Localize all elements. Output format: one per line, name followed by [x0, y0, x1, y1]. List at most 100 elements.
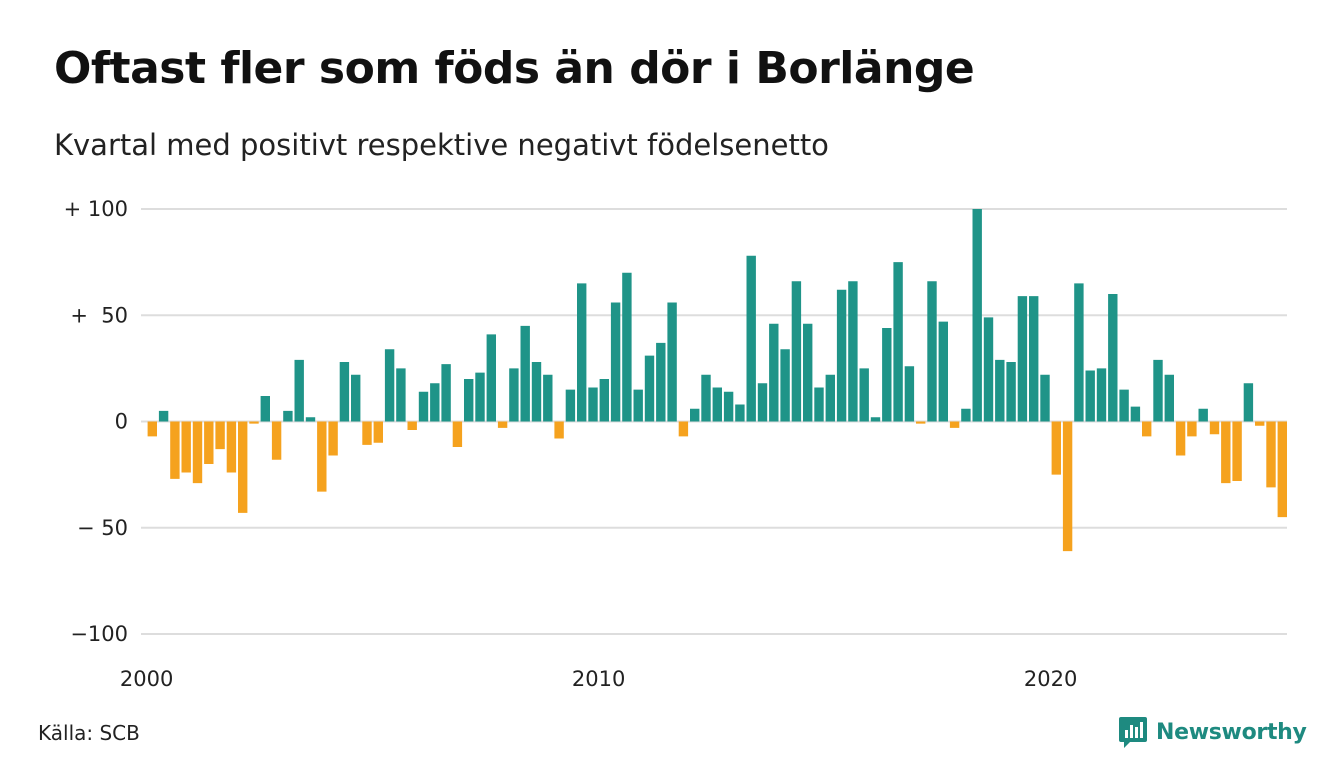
- bar: [599, 379, 609, 422]
- bar: [1164, 374, 1174, 422]
- bar: [531, 362, 542, 422]
- bar: [825, 374, 835, 422]
- bar: [170, 421, 180, 479]
- bar: [373, 421, 383, 443]
- bar: [1175, 421, 1186, 456]
- bar: [656, 342, 666, 422]
- bar: [644, 355, 655, 422]
- bar: [283, 410, 293, 422]
- bar: [1209, 421, 1220, 435]
- bar: [791, 281, 802, 422]
- bar: [238, 421, 248, 513]
- bar: [1074, 283, 1084, 422]
- bar: [1142, 421, 1152, 437]
- bar: [192, 421, 203, 484]
- bar: [836, 289, 847, 422]
- bar: [961, 408, 971, 422]
- bar: [1085, 370, 1095, 422]
- bar: [204, 421, 214, 464]
- bar: [712, 387, 722, 422]
- bar: [486, 334, 496, 422]
- bar: [1017, 296, 1028, 422]
- bar: [972, 209, 982, 422]
- bar: [418, 391, 429, 422]
- bar: [509, 368, 519, 422]
- bar: [226, 421, 237, 473]
- bar: [475, 372, 485, 422]
- bar: [848, 281, 858, 422]
- x-tick-label: 2010: [572, 667, 625, 691]
- bar: [158, 410, 169, 422]
- bar: [215, 421, 225, 450]
- bar: [1277, 421, 1287, 518]
- bar: [452, 421, 463, 447]
- bar: [870, 417, 881, 422]
- bar: [1108, 294, 1118, 422]
- bar: [1119, 389, 1129, 422]
- bar: [983, 317, 994, 422]
- bar: [565, 389, 576, 422]
- bar: [305, 417, 316, 422]
- bar: [1198, 408, 1208, 422]
- bar: [464, 379, 474, 422]
- bar: [1062, 421, 1073, 552]
- bar: [667, 302, 677, 422]
- bar: [859, 368, 869, 422]
- bar: [1040, 374, 1050, 422]
- bars: [147, 209, 1287, 552]
- bar: [441, 364, 451, 422]
- bar: [633, 389, 643, 422]
- bar: [723, 391, 734, 422]
- bar: [735, 404, 745, 422]
- bar: [294, 359, 304, 422]
- bar: [317, 421, 327, 492]
- y-axis-labels: + 100 + 50 0 − 50 −100: [64, 197, 128, 646]
- bar: [1243, 383, 1254, 422]
- brand-logo[interactable]: Newsworthy: [1118, 714, 1307, 750]
- y-tick-label: −100: [70, 622, 128, 646]
- bar: [407, 421, 417, 430]
- bar: [384, 349, 395, 422]
- bar: [701, 374, 711, 422]
- bar: [622, 272, 632, 422]
- bar: [757, 383, 768, 422]
- bar: [497, 421, 508, 428]
- bar: [769, 323, 779, 422]
- page-title: Oftast fler som föds än dör i Borlänge: [54, 43, 975, 94]
- brand-name: Newsworthy: [1156, 719, 1307, 745]
- bar: [1153, 359, 1163, 422]
- bar: [396, 368, 406, 422]
- bar: [1266, 421, 1276, 488]
- bar: [904, 366, 915, 422]
- bar: [271, 421, 282, 460]
- x-axis-labels: 2000 2010 2020: [120, 667, 1077, 691]
- chart-subtitle: Kvartal med positivt respektive negativt…: [54, 128, 829, 162]
- bar: [1096, 368, 1107, 422]
- bar: [1006, 362, 1016, 422]
- bar: [430, 383, 440, 422]
- bar: [351, 374, 361, 422]
- bar: [328, 421, 338, 456]
- bar: [181, 421, 191, 473]
- bar: [803, 323, 813, 422]
- bar-chart: + 100 + 50 0 − 50 −100 2000 2010 2020: [64, 197, 1287, 691]
- bar: [1029, 296, 1039, 422]
- bar: [882, 328, 892, 422]
- bar: [678, 421, 689, 437]
- bar: [690, 408, 700, 422]
- bar: [260, 396, 270, 422]
- bar: [543, 374, 553, 422]
- bar: [577, 283, 587, 422]
- bar: [814, 387, 824, 422]
- bar: [938, 321, 948, 422]
- bar: [1130, 406, 1141, 422]
- bar: [995, 359, 1005, 422]
- x-tick-label: 2000: [120, 667, 173, 691]
- bar: [610, 302, 621, 422]
- y-tick-label: − 50: [77, 516, 128, 540]
- bar: [1221, 421, 1231, 484]
- bar: [362, 421, 372, 445]
- bar: [916, 421, 926, 424]
- y-tick-label: + 50: [70, 303, 128, 327]
- bar: [1232, 421, 1242, 481]
